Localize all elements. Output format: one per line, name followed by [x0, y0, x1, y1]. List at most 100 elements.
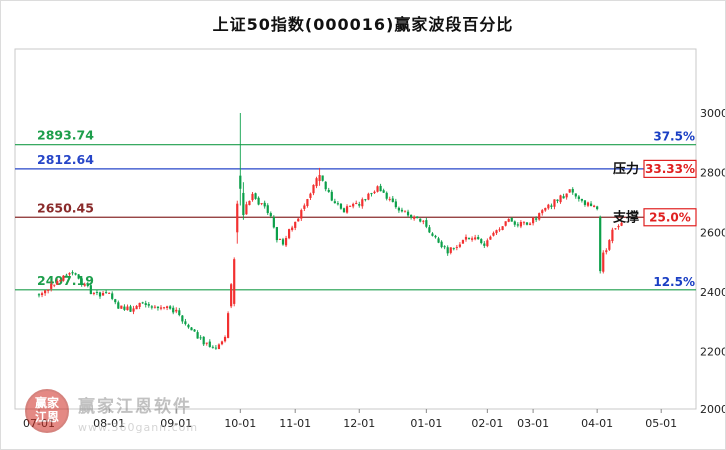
level-tag-label: 支撑	[612, 209, 639, 225]
candle-body	[507, 218, 510, 222]
candle-body	[202, 336, 205, 345]
candle-body	[74, 273, 77, 275]
candle-body	[541, 210, 544, 214]
candle-body	[199, 337, 202, 339]
candle-body	[98, 292, 102, 297]
candle-body	[416, 216, 419, 219]
candle-body	[62, 275, 65, 281]
candles	[37, 113, 623, 350]
candle-body	[379, 185, 382, 192]
candle-body	[233, 259, 236, 304]
level-price-label: 2893.74	[37, 128, 94, 143]
candle-body	[257, 197, 260, 205]
candle-body	[400, 209, 404, 212]
candle-body	[449, 247, 452, 253]
candle-body	[321, 175, 324, 181]
candle-body	[114, 299, 117, 303]
level-pct-label: 25.0%	[649, 210, 691, 224]
candle-body	[208, 341, 211, 347]
candle-body	[187, 324, 190, 328]
candle-body	[89, 285, 92, 295]
candle-body	[150, 306, 153, 308]
candle-body	[382, 190, 385, 193]
candle-body	[434, 235, 437, 238]
candle-body	[135, 305, 138, 310]
candle-body	[419, 218, 422, 222]
candle-body	[230, 284, 233, 307]
candle-body	[467, 237, 471, 239]
candle-body	[205, 342, 208, 344]
candle-body	[40, 293, 44, 296]
candle-body	[498, 229, 501, 231]
chart-title: 上证50指数(000016)赢家波段百分比	[212, 15, 514, 34]
candle-body	[525, 222, 529, 225]
candle-body	[156, 306, 160, 309]
candle-body	[550, 205, 553, 207]
candle-body	[144, 303, 147, 306]
x-axis-label: 07-01	[23, 417, 55, 430]
x-axis-label: 01-01	[410, 417, 442, 430]
candle-body	[217, 344, 221, 350]
candle-body	[593, 205, 596, 207]
level-pct-label: 33.33%	[645, 162, 695, 176]
candle-body	[452, 248, 455, 250]
candle-body	[349, 205, 352, 207]
candle-body	[495, 230, 498, 234]
candle-body	[53, 284, 56, 286]
candle-body	[339, 203, 343, 209]
candle-body	[220, 341, 224, 345]
candle-body	[345, 206, 349, 213]
candle-body	[65, 274, 68, 276]
candle-body	[47, 289, 50, 291]
candle-body	[428, 227, 431, 233]
y-axis-label: 2600	[700, 226, 726, 239]
candle-body	[446, 247, 449, 254]
candle-body	[364, 199, 367, 201]
candle-body	[406, 211, 410, 216]
x-axis-label: 09-01	[160, 417, 192, 430]
candle-body	[617, 225, 620, 228]
candle-body	[568, 189, 571, 193]
candle-body	[117, 302, 120, 309]
candle-body	[431, 233, 434, 236]
candle-body	[214, 347, 217, 349]
candle-body	[101, 293, 105, 296]
candle-body	[315, 178, 318, 187]
candle-body	[413, 217, 416, 219]
candle-body	[397, 207, 400, 211]
candle-body	[272, 216, 275, 228]
candle-body	[394, 201, 397, 208]
candle-body	[169, 306, 172, 309]
candle-body	[391, 198, 394, 202]
candle-body	[373, 191, 376, 194]
candle-body	[574, 193, 577, 197]
candle-body	[480, 239, 483, 244]
candle-body	[105, 291, 108, 293]
candle-body	[596, 206, 599, 210]
candle-body	[483, 243, 486, 246]
candle-body	[602, 252, 605, 272]
candle-body	[159, 307, 163, 309]
candle-body	[547, 204, 550, 209]
candle-body	[489, 236, 492, 240]
x-axis-label: 02-01	[471, 417, 503, 430]
candle-body	[275, 227, 278, 241]
candle-body	[352, 203, 355, 207]
candle-body	[589, 203, 593, 207]
candle-body	[522, 222, 526, 224]
y-axis-label: 2400	[700, 286, 726, 299]
candle-body	[254, 193, 257, 199]
candle-body	[516, 224, 519, 226]
candle-body	[141, 302, 144, 304]
candle-body	[510, 217, 513, 222]
candle-body	[153, 306, 156, 308]
candle-body	[388, 198, 391, 200]
candle-body	[355, 202, 358, 204]
candle-body	[556, 199, 559, 202]
candle-body	[71, 272, 74, 274]
candle-body	[181, 315, 184, 322]
level-pct-label: 12.5%	[653, 275, 695, 289]
candle-body	[559, 195, 562, 203]
candle-body	[532, 217, 535, 224]
